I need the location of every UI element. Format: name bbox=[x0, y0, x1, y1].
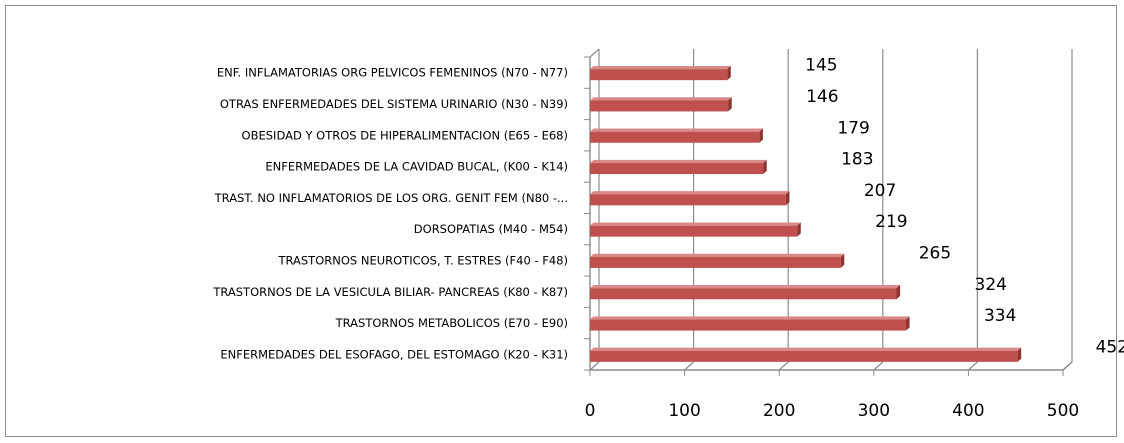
bar-front-face bbox=[590, 225, 798, 237]
bar-front-face bbox=[590, 131, 760, 143]
floor-gridline bbox=[589, 361, 600, 371]
data-label: 207 bbox=[864, 181, 896, 201]
bar-top-face bbox=[590, 159, 767, 164]
data-label: 183 bbox=[841, 150, 873, 170]
data-label: 179 bbox=[837, 118, 869, 138]
bar-top-face bbox=[590, 65, 731, 70]
category-label: ENFERMEDADES DEL ESOFAGO, DEL ESTOMAGO (… bbox=[220, 347, 568, 361]
bar-front-face bbox=[590, 69, 728, 81]
bar-side-face bbox=[727, 65, 731, 81]
x-tick-label: 0 bbox=[585, 401, 596, 421]
bar-top-face bbox=[590, 285, 901, 289]
bar-front-face bbox=[590, 256, 841, 268]
x-tick-label: 200 bbox=[763, 401, 795, 421]
bar-top-face bbox=[590, 97, 732, 101]
category-label: ENF. INFLAMATORIAS ORG PELVICOS FEMENINO… bbox=[217, 66, 568, 80]
bar bbox=[590, 128, 763, 143]
bar bbox=[590, 65, 731, 81]
x-tick-label: 100 bbox=[668, 401, 700, 421]
bar-front-face bbox=[590, 163, 764, 175]
bar bbox=[590, 316, 910, 331]
floor-gridline bbox=[873, 361, 884, 371]
bar-top-face bbox=[590, 316, 910, 320]
bar-top-face bbox=[590, 191, 790, 195]
bar-side-face bbox=[759, 128, 763, 143]
data-label: 334 bbox=[984, 306, 1016, 326]
data-label: 452 bbox=[1096, 337, 1124, 357]
category-label: OTRAS ENFERMEDADES DEL SISTEMA URINARIO … bbox=[220, 97, 568, 111]
bar bbox=[590, 222, 801, 237]
data-label: 219 bbox=[875, 212, 907, 232]
bar bbox=[590, 253, 845, 268]
category-label: TRASTORNOS METABOLICOS (E70 - E90) bbox=[335, 316, 568, 330]
data-label: 324 bbox=[975, 275, 1007, 295]
bar-side-face bbox=[785, 191, 790, 206]
x-tick-label: 400 bbox=[952, 401, 984, 421]
category-label: TRASTORNOS NEUROTICOS, T. ESTRES (F40 - … bbox=[277, 253, 568, 267]
floor-gridline bbox=[778, 361, 789, 371]
y-axis-top-edge bbox=[589, 48, 600, 58]
bar bbox=[590, 159, 767, 175]
bar bbox=[590, 191, 790, 206]
bar-front-face bbox=[590, 319, 906, 331]
x-tick-label: 500 bbox=[1047, 401, 1079, 421]
bar-front-face bbox=[590, 100, 729, 112]
bar bbox=[590, 97, 732, 112]
x-tick-label: 300 bbox=[858, 401, 890, 421]
data-label: 145 bbox=[805, 56, 837, 76]
bar-side-face bbox=[896, 285, 901, 300]
bar-side-face bbox=[1017, 347, 1022, 362]
bar-side-face bbox=[905, 316, 910, 331]
bar-top-face bbox=[590, 128, 763, 132]
bar-top-face bbox=[590, 222, 801, 226]
data-label: 265 bbox=[919, 243, 951, 263]
bar-front-face bbox=[590, 288, 897, 300]
bar-side-face bbox=[728, 97, 732, 112]
bar-side-face bbox=[797, 222, 801, 237]
floor-gridline bbox=[968, 361, 978, 371]
bar bbox=[590, 285, 901, 300]
category-label: DORSOPATIAS (M40 - M54) bbox=[414, 222, 568, 236]
floor-gridline bbox=[684, 361, 694, 371]
bar-front-face bbox=[590, 194, 786, 206]
bar-top-face bbox=[590, 347, 1022, 351]
category-label: TRASTORNOS DE LA VESICULA BILIAR- PANCRE… bbox=[212, 285, 568, 299]
data-label: 146 bbox=[806, 87, 838, 107]
bar-side-face bbox=[763, 159, 767, 175]
bar-top-face bbox=[590, 253, 845, 257]
bar-layer bbox=[590, 65, 1022, 362]
category-label: TRAST. NO INFLAMATORIOS DE LOS ORG. GENI… bbox=[214, 191, 568, 205]
label-layer: 0 100 200 300 400 500 ENF. INFLAMATORIAS ORG P… bbox=[212, 56, 1124, 421]
bar bbox=[590, 347, 1022, 362]
category-label: ENFERMEDADES DE LA CAVIDAD BUCAL, (K00 -… bbox=[265, 160, 568, 174]
x-axis-right-edge bbox=[1062, 361, 1073, 371]
chart-frame bbox=[5, 5, 1117, 437]
category-label: OBESIDAD Y OTROS DE HIPERALIMENTACION (E… bbox=[242, 128, 568, 142]
bar-front-face bbox=[590, 350, 1018, 362]
bar-side-face bbox=[840, 253, 845, 268]
